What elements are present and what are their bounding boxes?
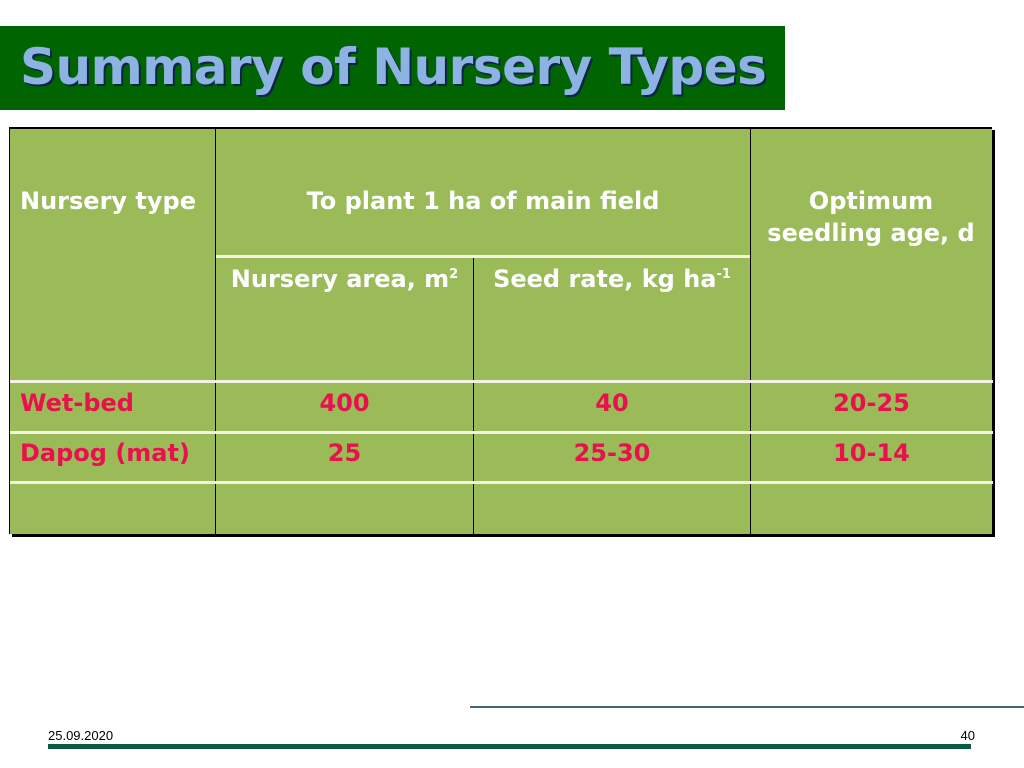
row-divider: [10, 481, 993, 484]
row-divider: [216, 255, 750, 258]
slide-title: Summary of Nursery Types: [20, 38, 767, 96]
row-dapog-seed-rate: 25-30: [573, 439, 651, 467]
header-nursery-area-label: Nursery area, m: [230, 265, 450, 293]
header-seed-rate-label: Seed rate, kg ha: [493, 265, 717, 293]
column-divider: [473, 257, 474, 534]
footer-date: 25.09.2020: [48, 728, 114, 743]
row-dapog-type: Dapog (mat): [20, 439, 190, 467]
column-divider: [750, 129, 751, 534]
row-dapog-area: 25: [327, 439, 362, 467]
row-wet-bed-age: 20-25: [833, 389, 910, 417]
row-wet-bed-seed-rate: 40: [595, 389, 629, 417]
header-seed-rate: Seed rate, kg ha-1: [474, 263, 750, 295]
header-nursery-type: Nursery type: [20, 187, 196, 215]
row-wet-bed-area: 400: [319, 389, 370, 417]
column-divider: [215, 129, 216, 534]
row-divider: [10, 380, 993, 383]
header-nursery-area-sup: 2: [449, 267, 459, 282]
footer-divider-bottom: [48, 744, 971, 749]
page-number: 40: [960, 728, 975, 743]
header-nursery-area: Nursery area, m2: [216, 263, 473, 295]
row-wet-bed-type: Wet-bed: [20, 389, 134, 417]
row-divider: [10, 431, 993, 434]
header-to-plant: To plant 1 ha of main field: [306, 187, 660, 215]
footer-divider-top: [470, 706, 1024, 708]
title-bar: [0, 26, 785, 110]
nursery-table: Nursery type To plant 1 ha of main field…: [9, 127, 993, 534]
header-seed-rate-sup: -1: [716, 267, 731, 282]
header-optimum-seedling-age: Optimum seedling age, d: [767, 187, 975, 247]
row-dapog-age: 10-14: [833, 439, 910, 467]
